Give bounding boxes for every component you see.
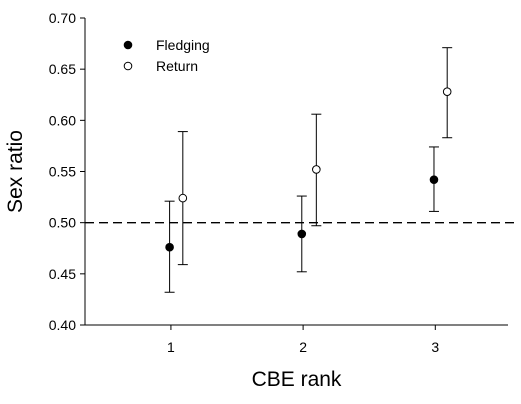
data-point-fledging [297,229,307,239]
y-tick-label: 0.55 [49,164,76,180]
x-tick-label: 1 [167,339,175,355]
x-tick-label: 2 [299,339,307,355]
axes: 0.40 0.45 0.50 0.55 0.60 0.65 0.70 1 2 3 Sex rat… [4,10,508,391]
x-axis-ticks: 1 2 3 [167,325,439,355]
x-axis-title: CBE rank [252,368,342,391]
data-point-return [312,165,321,174]
data-layer [164,47,453,293]
legend-label-fledging: Fledging [156,37,210,53]
data-point-fledging [165,242,174,252]
data-point-return [178,193,188,203]
legend-label-return: Return [156,58,198,74]
legend-marker-fledging [123,40,133,50]
y-axis-ticks: 0.40 0.45 0.50 0.55 0.60 0.65 0.70 [49,10,85,333]
legend: Fledging Return [123,37,210,74]
legend-marker-return [123,61,133,71]
y-tick-label: 0.65 [49,61,76,77]
y-tick-label: 0.40 [49,317,76,333]
y-tick-label: 0.70 [49,10,76,26]
y-tick-label: 0.60 [49,112,76,128]
y-tick-label: 0.45 [49,266,76,282]
y-tick-label: 0.50 [49,215,76,231]
data-point-return [442,87,452,96]
data-point-fledging [429,175,439,184]
y-axis-title: Sex ratio [4,130,27,213]
x-tick-label: 3 [431,339,439,355]
